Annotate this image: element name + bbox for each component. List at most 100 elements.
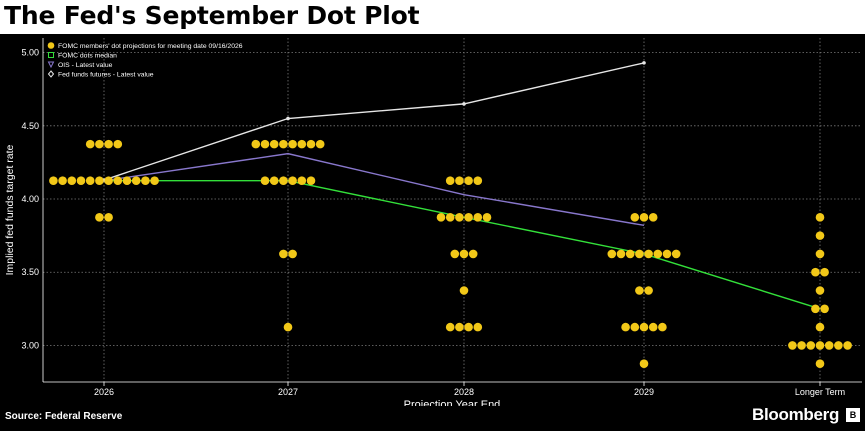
dot-projection <box>644 249 653 259</box>
dot-projection <box>788 341 797 350</box>
dot-projection <box>482 213 492 222</box>
dot-projection <box>122 176 132 186</box>
futures-point <box>642 61 646 65</box>
dot-projection <box>648 322 658 332</box>
x-axis-label: Projection Year End <box>404 399 501 406</box>
dot-plot-chart: 3.00 3.50 4.00 4.50 5.00 2026 2027 2028 2029 Long… <box>4 38 862 406</box>
dot-projection <box>473 322 483 332</box>
bloomberg-logo-icon: B <box>846 408 860 422</box>
dot-projection <box>436 213 446 222</box>
legend: FOMC members' dot projections for meetin… <box>47 42 243 79</box>
dot-projection <box>95 139 104 149</box>
futures-point <box>462 102 466 106</box>
legend-entry: Fed funds futures - Latest value <box>58 72 154 79</box>
dot-projection <box>815 322 825 332</box>
dot-projection <box>297 139 307 149</box>
dot-projection <box>635 286 644 295</box>
dot-projection <box>464 213 473 222</box>
dot-projection <box>621 322 630 332</box>
dot-projection <box>815 359 825 369</box>
dot-projection <box>658 322 667 332</box>
y-axis-label: Implied fed funds target rate <box>4 144 16 275</box>
dot-projection <box>104 176 113 186</box>
dot-projection <box>445 322 455 332</box>
dot-projection <box>67 176 77 186</box>
dot-projection <box>464 176 473 186</box>
dot-projection <box>806 341 816 350</box>
x-tick-label: 2026 <box>94 387 114 397</box>
dot-projection <box>473 176 483 186</box>
median-line <box>104 180 821 310</box>
dot-projection <box>455 176 464 186</box>
x-tick-label: 2029 <box>634 387 654 397</box>
dot-projection <box>630 213 640 222</box>
dot-projection <box>639 322 649 332</box>
y-tick-label: 3.00 <box>21 340 39 350</box>
legend-swatch-futures <box>47 70 55 78</box>
x-tick-label: Longer Term <box>795 387 845 397</box>
dot-projection <box>834 341 843 350</box>
dot-projection <box>459 249 469 259</box>
dot-projection <box>455 322 464 332</box>
legend-swatch-median <box>48 52 54 58</box>
dot-projection <box>85 139 95 149</box>
dot-projection <box>113 139 123 149</box>
dot-projection <box>288 176 297 186</box>
dot-projection <box>464 322 473 332</box>
legend-entry: OIS - Latest value <box>58 62 113 69</box>
dot-projection <box>455 213 464 222</box>
dot-projection <box>49 176 58 186</box>
dot-projection <box>260 139 270 149</box>
dot-projection <box>648 213 658 222</box>
dot-projection <box>288 249 297 259</box>
dot-projection <box>283 322 293 332</box>
dot-projection <box>104 139 113 149</box>
y-tick-label: 4.50 <box>21 121 39 131</box>
dot-projection <box>625 249 635 259</box>
dot-projection <box>635 249 644 259</box>
dot-projection <box>279 139 288 149</box>
dot-projection <box>113 176 123 186</box>
dot-projection <box>288 139 297 149</box>
dot-projection <box>445 213 455 222</box>
series-lines <box>102 61 821 310</box>
dot-projection <box>820 267 829 277</box>
dot-projection <box>815 341 825 350</box>
legend-swatch-dots <box>47 42 55 49</box>
dot-projection <box>450 249 460 259</box>
y-tick-label: 4.00 <box>21 194 39 204</box>
dot-projections <box>49 139 852 369</box>
dot-projection <box>820 304 829 314</box>
dot-projection <box>279 176 288 186</box>
dot-projection <box>58 176 67 186</box>
y-tick-label: 5.00 <box>21 48 39 58</box>
brand-name: Bloomberg <box>752 405 840 424</box>
dot-projection <box>269 176 279 186</box>
dot-projection <box>279 249 288 259</box>
futures-point <box>286 116 290 121</box>
dot-projection <box>639 359 649 369</box>
futures-line <box>103 62 645 181</box>
dot-projection <box>811 304 820 314</box>
legend-entry: FOMC dots median <box>58 53 117 60</box>
dot-projection <box>95 176 104 186</box>
title-bar: The Fed's September Dot Plot <box>0 0 865 34</box>
dot-projection <box>811 267 820 277</box>
dot-projection <box>616 249 626 259</box>
dot-projection <box>269 139 279 149</box>
dot-projection <box>141 176 150 186</box>
dot-projection <box>815 231 825 240</box>
dot-projection <box>468 249 478 259</box>
dot-projection <box>815 249 825 259</box>
dot-projection <box>76 176 86 186</box>
dot-projection <box>104 213 113 222</box>
legend-entry: FOMC members' dot projections for meetin… <box>58 43 243 50</box>
dot-projection <box>95 213 104 222</box>
dot-projection <box>662 249 672 259</box>
dot-projection <box>630 322 640 332</box>
dot-projection <box>815 213 825 222</box>
dot-projection <box>306 176 316 186</box>
x-tick-label: 2027 <box>278 387 298 397</box>
ois-line <box>103 152 645 227</box>
